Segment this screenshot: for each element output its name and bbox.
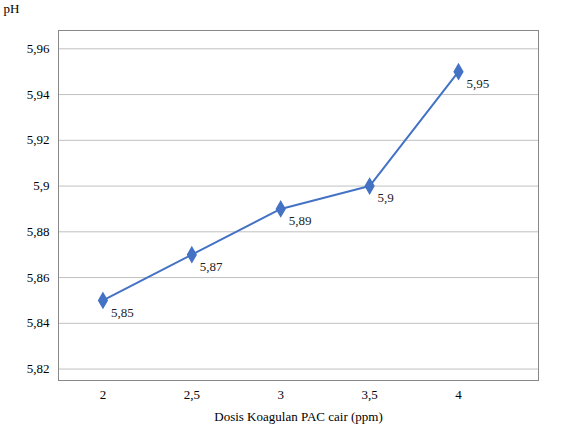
svg-text:5,9: 5,9 [33,178,49,193]
svg-text:5,96: 5,96 [27,41,50,56]
svg-text:5,82: 5,82 [27,361,50,376]
svg-text:4: 4 [455,387,462,402]
svg-text:2,5: 2,5 [184,387,200,402]
svg-text:5,94: 5,94 [27,87,50,102]
svg-text:5,92: 5,92 [27,132,50,147]
svg-text:5,89: 5,89 [289,213,312,228]
svg-text:Dosis Koagulan PAC cair (ppm): Dosis Koagulan PAC cair (ppm) [214,409,383,424]
svg-text:5,9: 5,9 [378,190,394,205]
svg-text:5,86: 5,86 [27,270,50,285]
svg-text:5,95: 5,95 [467,76,490,91]
svg-text:5,87: 5,87 [200,259,223,274]
svg-text:2: 2 [100,387,107,402]
svg-text:pH: pH [4,1,20,16]
svg-text:5,85: 5,85 [111,305,134,320]
svg-text:3: 3 [277,387,284,402]
svg-text:5,88: 5,88 [27,224,50,239]
svg-text:5,84: 5,84 [27,315,50,330]
svg-text:3,5: 3,5 [361,387,377,402]
